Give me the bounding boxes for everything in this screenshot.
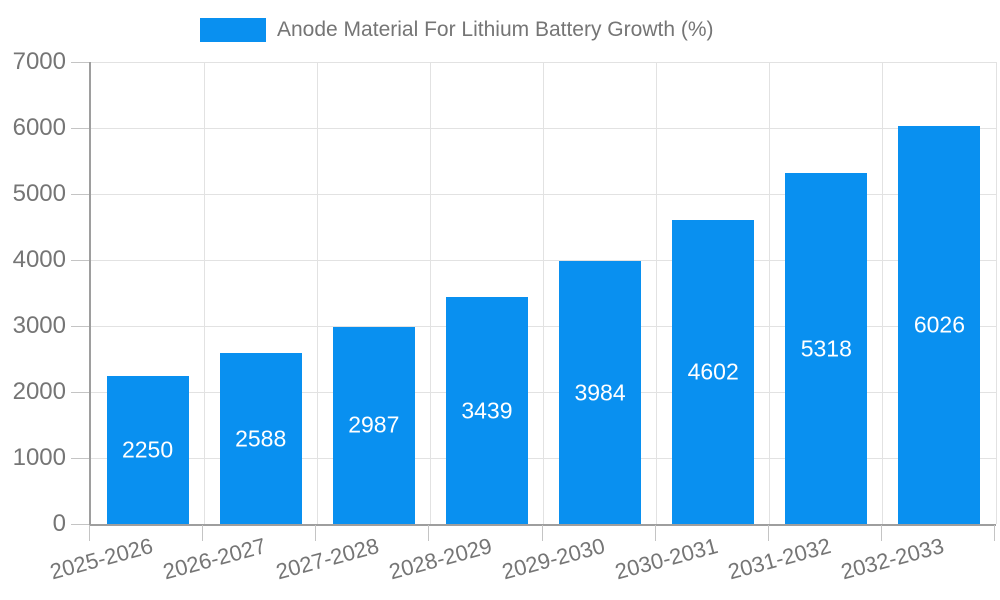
x-gridline <box>203 62 205 524</box>
x-axis-tick <box>89 525 90 541</box>
plot-area: 2250 2588 2987 3439 3984 4602 5318 6026 <box>89 61 997 526</box>
bar-value-label: 3439 <box>461 397 513 424</box>
x-gridline <box>656 62 658 524</box>
legend-label: Anode Material For Lithium Battery Growt… <box>277 18 714 41</box>
y-axis-label: 3000 <box>12 312 66 339</box>
x-axis-tick <box>428 525 430 541</box>
bar[interactable]: 6026 <box>898 126 981 524</box>
x-gridline <box>769 62 771 524</box>
y-axis-label: 0 <box>52 510 66 537</box>
y-axis-tick <box>71 260 89 261</box>
y-axis-tick <box>71 524 89 525</box>
x-gridline <box>882 62 884 524</box>
bar-value-label: 5318 <box>800 335 852 361</box>
legend-swatch <box>200 18 266 42</box>
y-axis-label: 7000 <box>12 48 66 75</box>
bar[interactable]: 4602 <box>672 220 755 524</box>
y-axis-tick <box>71 128 89 129</box>
x-axis-tick <box>541 525 543 541</box>
y-axis-label: 4000 <box>12 246 66 273</box>
x-axis-tick <box>994 525 995 541</box>
x-axis-tick <box>654 525 656 541</box>
x-gridline <box>429 62 431 524</box>
bar-value-label: 2588 <box>235 425 287 452</box>
y-axis-tick <box>71 194 89 195</box>
bar-value-label: 4602 <box>687 358 739 385</box>
bar-value-label: 2987 <box>348 411 400 438</box>
y-axis-label: 5000 <box>12 180 66 207</box>
bar[interactable]: 3439 <box>445 297 528 524</box>
y-axis-tick <box>71 392 89 393</box>
bar[interactable]: 2987 <box>332 326 415 524</box>
x-gridline <box>316 62 318 524</box>
x-axis-tick <box>315 525 317 541</box>
bar-value-label: 3984 <box>574 379 626 406</box>
y-axis-tick <box>71 326 89 327</box>
y-axis-tick <box>71 458 89 459</box>
x-axis-tick <box>202 525 204 541</box>
x-axis-tick <box>767 525 769 541</box>
y-axis-label: 1000 <box>12 444 66 471</box>
bar[interactable]: 2588 <box>219 353 302 524</box>
y-axis-label: 2000 <box>12 378 66 405</box>
x-gridline <box>543 62 544 524</box>
bar[interactable]: 2250 <box>106 375 189 524</box>
legend[interactable]: Anode Material For Lithium Battery Growt… <box>200 18 714 42</box>
x-gridline <box>995 62 997 524</box>
bar[interactable]: 3984 <box>559 261 642 524</box>
bar-value-label: 2250 <box>121 436 174 463</box>
y-axis-tick <box>71 62 89 63</box>
bar-value-label: 6026 <box>913 311 966 338</box>
x-axis-tick <box>880 525 882 541</box>
bar[interactable]: 5318 <box>785 173 868 524</box>
y-axis-label: 6000 <box>12 114 66 141</box>
